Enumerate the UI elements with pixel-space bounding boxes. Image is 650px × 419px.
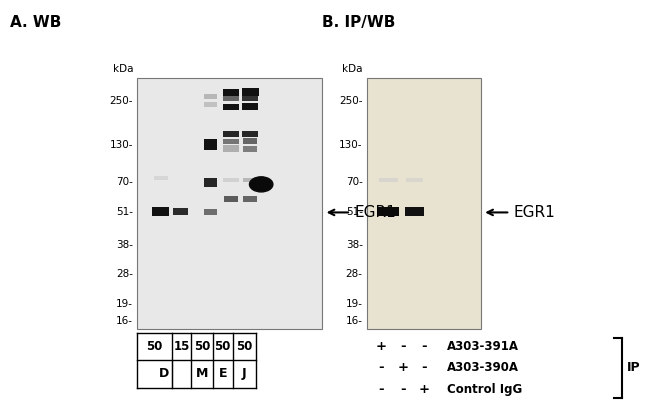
Bar [379, 178, 398, 182]
Text: 51-: 51- [346, 207, 363, 217]
Text: 38-: 38- [116, 240, 133, 250]
Bar [242, 88, 259, 96]
Text: 70-: 70- [116, 177, 133, 187]
Bar [243, 138, 257, 144]
Text: J: J [242, 367, 247, 380]
Bar [152, 207, 169, 216]
Text: A303-390A: A303-390A [447, 361, 519, 375]
Bar [242, 131, 258, 137]
Bar [378, 207, 399, 216]
Bar [243, 196, 257, 202]
Text: 50: 50 [146, 340, 162, 353]
Text: 16-: 16- [346, 316, 363, 326]
Text: -: - [422, 361, 427, 375]
Bar [406, 178, 424, 182]
Bar [174, 208, 188, 215]
Bar [204, 209, 217, 215]
Text: A. WB: A. WB [10, 15, 61, 30]
Circle shape [250, 177, 273, 192]
Bar [242, 96, 258, 101]
Text: 250-: 250- [339, 96, 363, 106]
Text: 50: 50 [194, 340, 210, 353]
Text: 70-: 70- [346, 177, 363, 187]
Text: -: - [422, 339, 427, 353]
Bar [223, 178, 239, 183]
Text: EGR1: EGR1 [354, 205, 396, 220]
Bar [223, 89, 239, 96]
Text: 130-: 130- [110, 140, 133, 150]
Bar [243, 178, 257, 183]
Bar [204, 94, 217, 99]
Bar [243, 146, 257, 152]
Bar [223, 145, 239, 152]
Text: +: + [398, 361, 408, 375]
Bar [204, 102, 217, 107]
Bar [223, 96, 239, 101]
Text: EGR1: EGR1 [514, 205, 555, 220]
Bar [406, 207, 424, 216]
Bar [136, 78, 322, 329]
Text: IP: IP [627, 361, 641, 375]
Text: D: D [159, 367, 169, 380]
Text: kDa: kDa [342, 64, 363, 74]
Text: E: E [218, 367, 227, 380]
Text: 38-: 38- [346, 240, 363, 250]
Bar [242, 103, 258, 110]
Text: 51-: 51- [116, 207, 133, 217]
Bar [367, 78, 481, 329]
Text: 250-: 250- [110, 96, 133, 106]
Bar [204, 139, 217, 150]
Text: 28-: 28- [116, 269, 133, 279]
Text: -: - [400, 339, 406, 353]
Text: 19-: 19- [116, 299, 133, 309]
Text: -: - [400, 383, 406, 396]
Text: -: - [379, 361, 384, 375]
Bar [224, 196, 238, 202]
Text: B. IP/WB: B. IP/WB [322, 15, 395, 30]
Text: 50: 50 [214, 340, 231, 353]
Text: kDa: kDa [112, 64, 133, 74]
Text: -: - [379, 383, 384, 396]
Text: Control IgG: Control IgG [447, 383, 523, 396]
Bar [223, 104, 239, 110]
Bar [153, 176, 168, 180]
Text: 15: 15 [174, 340, 190, 353]
Text: 130-: 130- [339, 140, 363, 150]
Text: +: + [376, 339, 387, 353]
Text: 16-: 16- [116, 316, 133, 326]
Bar [223, 139, 239, 144]
Bar [204, 178, 217, 187]
Text: A303-391A: A303-391A [447, 339, 519, 353]
Text: 50: 50 [236, 340, 253, 353]
Text: 19-: 19- [346, 299, 363, 309]
Bar [223, 131, 239, 137]
Text: 28-: 28- [346, 269, 363, 279]
Text: M: M [196, 367, 208, 380]
Text: +: + [419, 383, 430, 396]
